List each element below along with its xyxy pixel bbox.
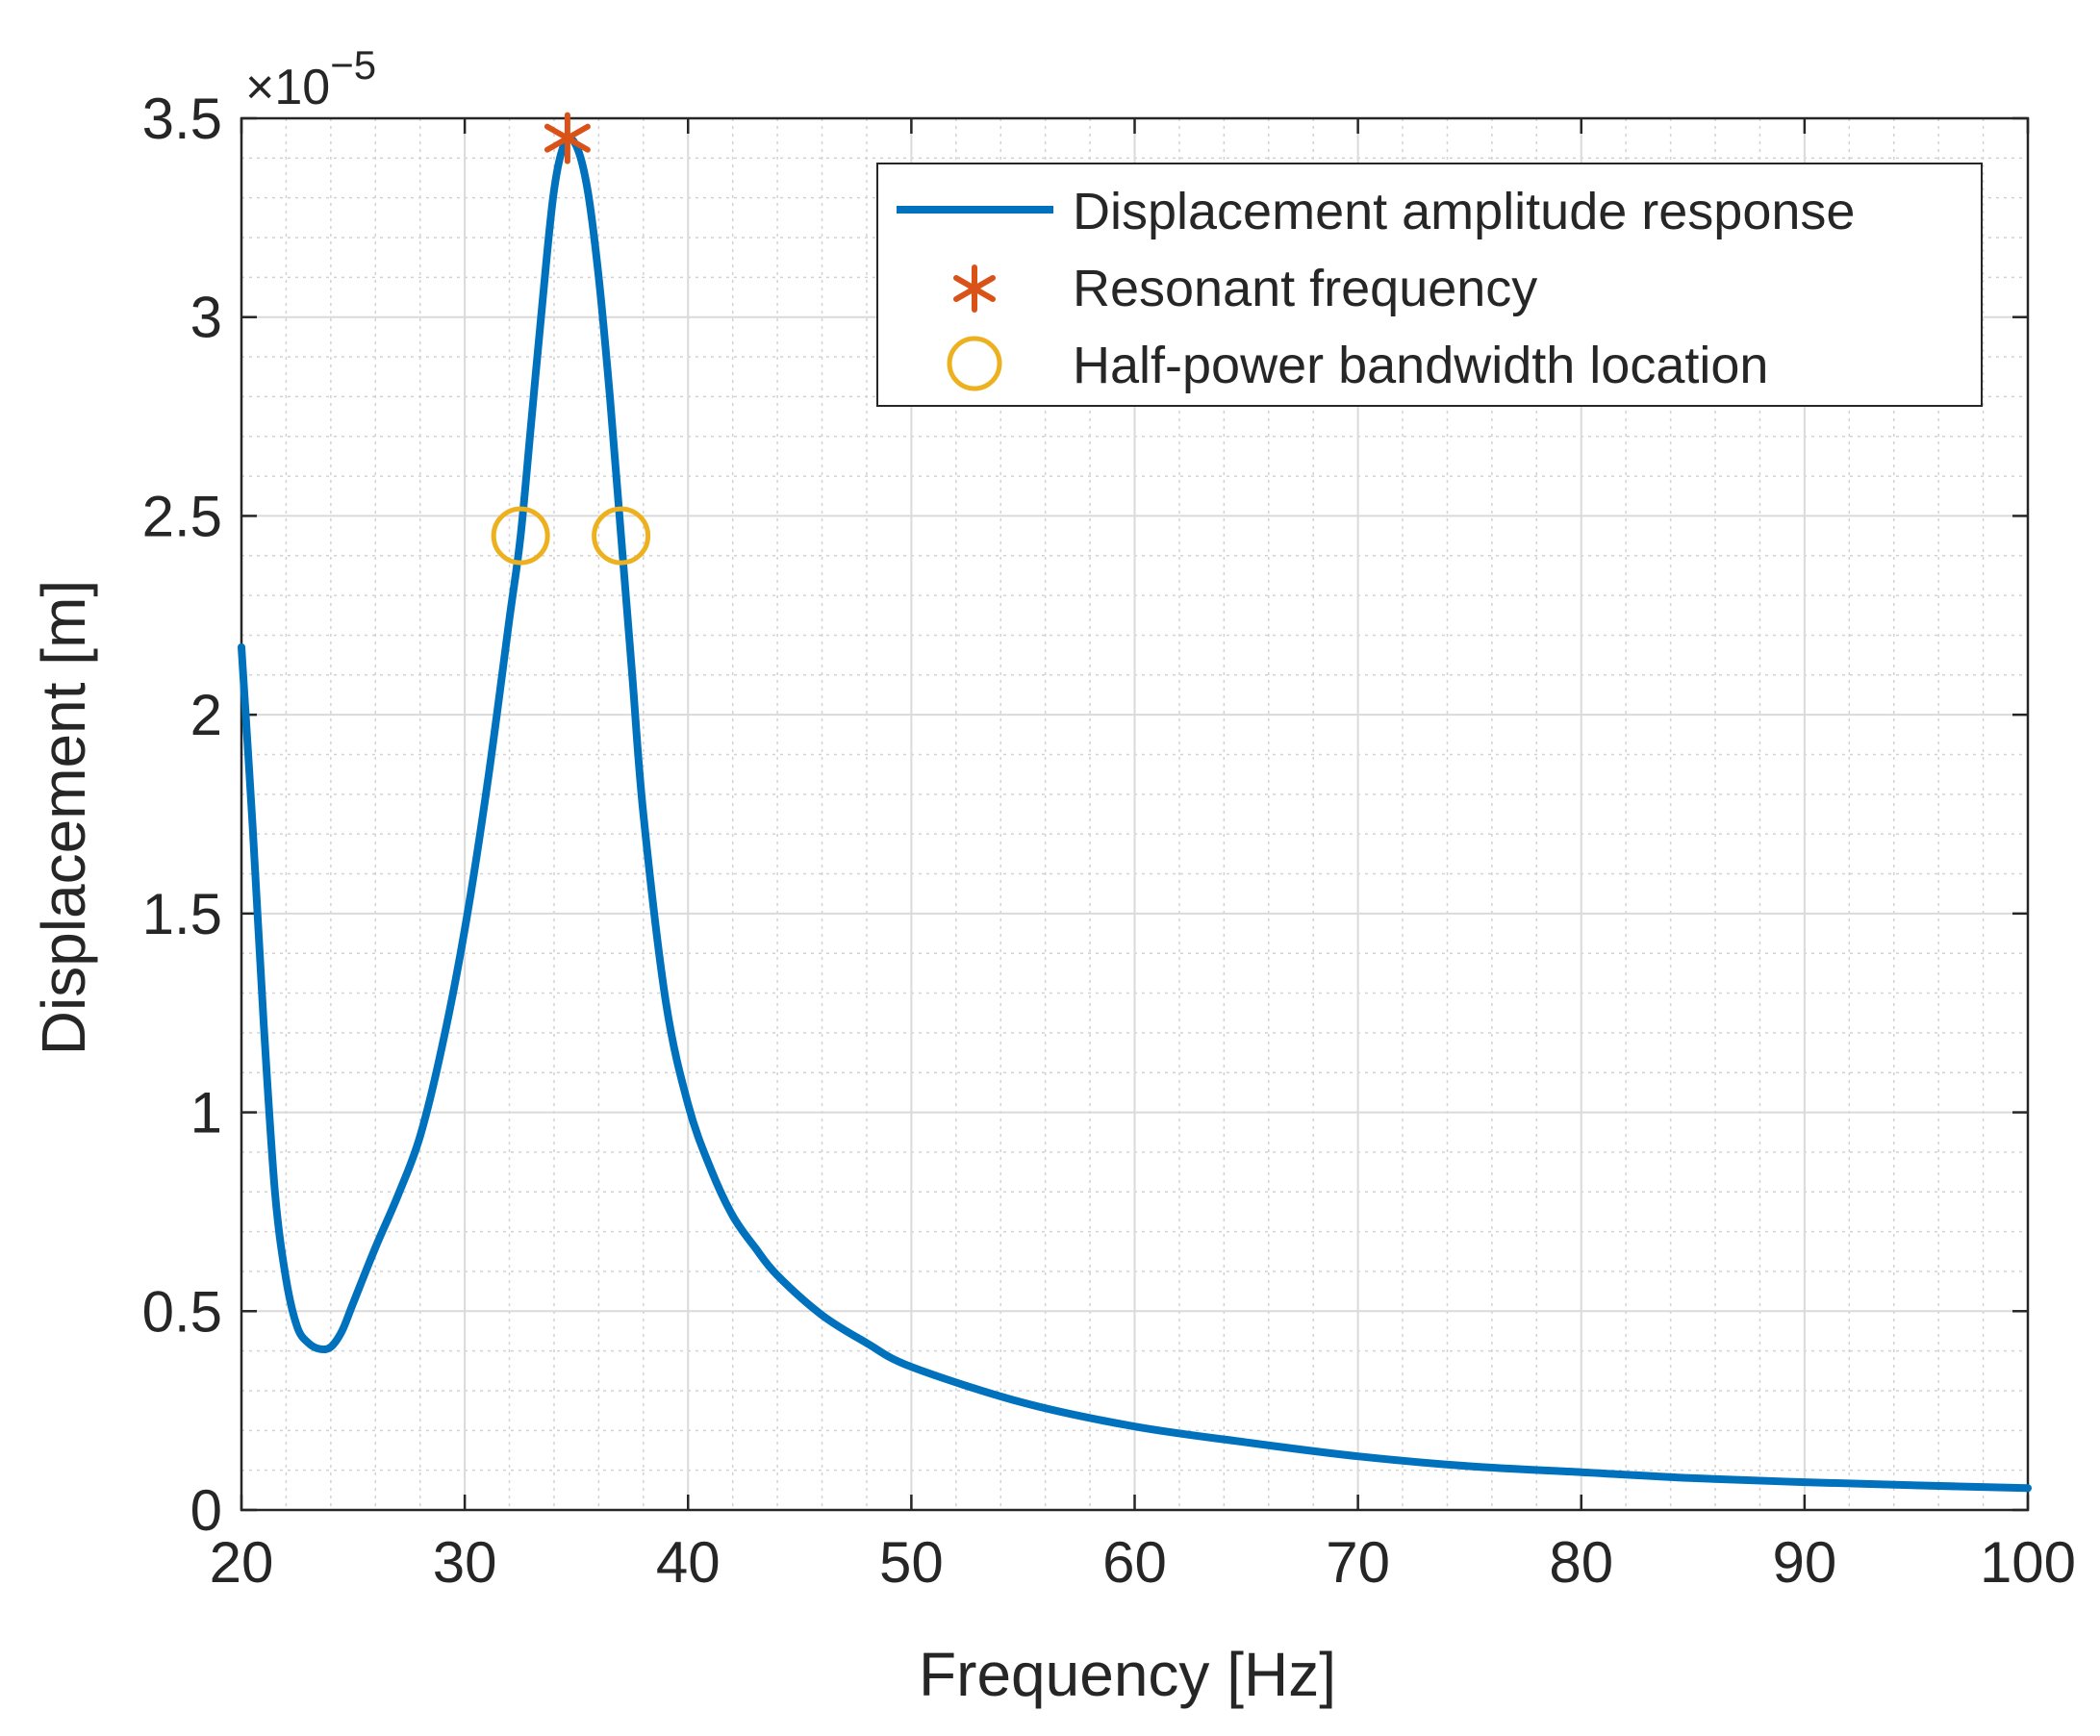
x-tick-label: 30 [433,1530,497,1595]
y-tick-label: 1 [190,1081,222,1145]
x-tick-label: 40 [656,1530,721,1595]
y-tick-label: 1.5 [142,882,222,946]
y-tick-label: 2.5 [142,484,222,548]
y-tick-label: 0.5 [142,1279,222,1344]
displacement-curve [238,134,2032,1493]
legend-label-resonant: Resonant frequency [1073,260,1537,317]
x-tick-label: 90 [1773,1530,1837,1595]
y-multiplier-exponent: −5 [330,42,376,88]
series-displacement-line [238,134,2032,1493]
x-tick-label: 20 [210,1530,274,1595]
legend-asterisk-swatch [953,264,996,313]
x-tick-label: 80 [1549,1530,1613,1595]
legend-circle-swatch [947,336,1002,391]
half-power-marker [592,506,651,566]
x-tick-label: 60 [1102,1530,1167,1595]
y-axis-title: Displacement [m] [29,580,98,1055]
legend-box [876,163,1983,407]
x-tick-label: 50 [879,1530,944,1595]
x-axis-title: Frequency [Hz] [919,1640,1336,1709]
tick-marks [240,116,2030,1512]
legend-label-displacement: Displacement amplitude response [1073,183,1855,240]
y-tick-labels: 0 0.5 1 1.5 2 2.5 3 3.5 [142,87,222,1543]
y-tick-label: 0 [190,1478,222,1543]
y-tick-label: 3 [190,286,222,350]
asterisk-stroke [544,123,591,153]
x-tick-labels: 20 30 40 50 60 70 80 90 100 [210,1530,2076,1595]
y-multiplier-base: 10 [274,60,330,115]
y-axis-multiplier: ×10−5 [245,42,376,115]
resonant-frequency-marker [544,112,591,164]
y-multiplier-prefix: × [245,60,274,115]
y-tick-label: 2 [190,683,222,747]
half-power-marker [491,506,550,566]
x-tick-label: 100 [1980,1530,2076,1595]
series-markers [491,112,651,566]
legend-label-half-power: Half-power bandwidth location [1073,337,1768,394]
x-tick-label: 70 [1326,1530,1390,1595]
y-tick-label: 3.5 [142,87,222,151]
legend: Displacement amplitude response Resonant… [876,163,1983,407]
